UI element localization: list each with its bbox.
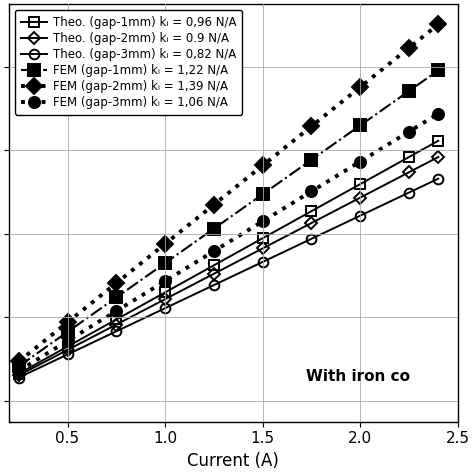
X-axis label: Current (A): Current (A) — [187, 452, 279, 470]
Text: With iron co: With iron co — [306, 369, 410, 384]
Legend: Theo. (gap-1mm) kᵢ = 0,96 N/A, Theo. (gap-2mm) kᵢ = 0.9 N/A, Theo. (gap-3mm) kᵢ : Theo. (gap-1mm) kᵢ = 0,96 N/A, Theo. (ga… — [15, 10, 242, 115]
